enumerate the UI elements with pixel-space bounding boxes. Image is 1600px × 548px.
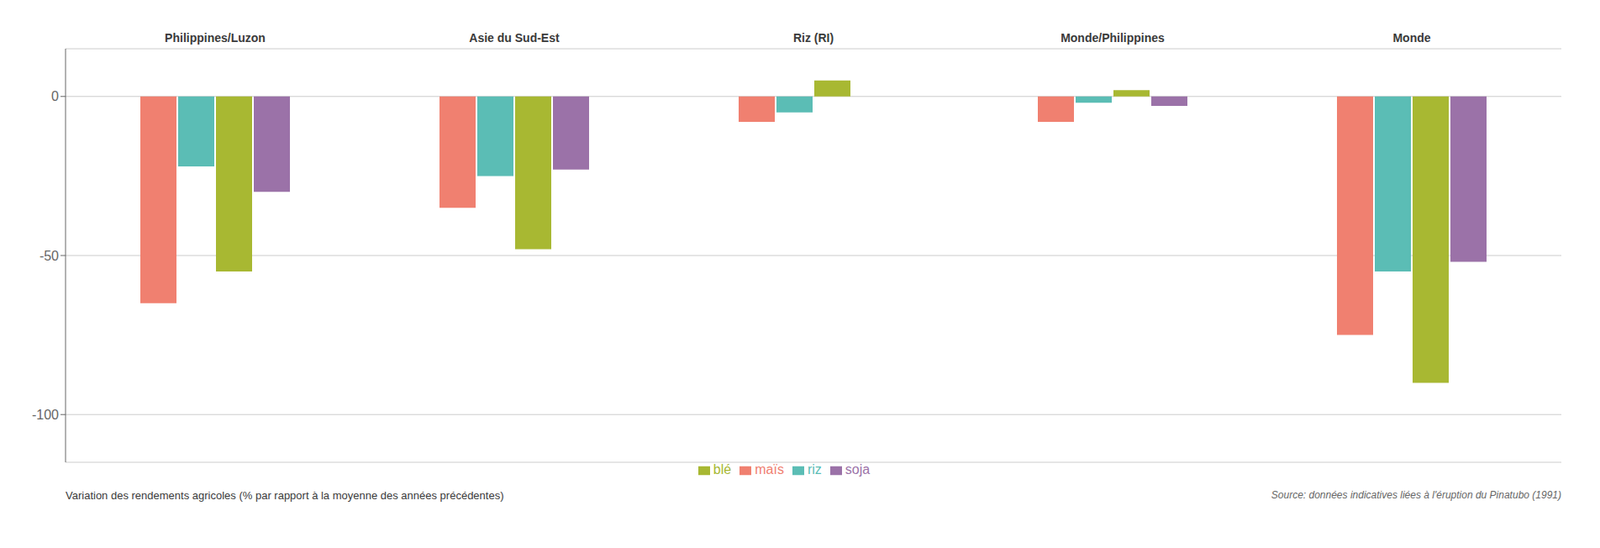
- svg-text:Monde: Monde: [1392, 31, 1431, 45]
- html-text:Source: données indicatives li: Source: données indicatives liées à l'ér…: [1271, 489, 1562, 501]
- svg-text:Riz (RI): Riz (RI): [793, 31, 834, 45]
- svg-text:0: 0: [51, 89, 59, 104]
- svg-text:Asie du Sud-Est: Asie du Sud-Est: [468, 31, 560, 45]
- html-text:riz: riz: [807, 462, 822, 477]
- html-text:Variation des rendements agric: Variation des rendements agricoles (% pa…: [65, 489, 504, 502]
- html-text:blé: blé: [713, 462, 732, 477]
- html-text:soja: soja: [845, 462, 870, 477]
- svg-text:Monde/Philippines: Monde/Philippines: [1060, 31, 1165, 45]
- html-text:maïs: maïs: [754, 462, 784, 477]
- svg-text:-50: -50: [39, 248, 59, 264]
- svg-text:Philippines/Luzon: Philippines/Luzon: [164, 31, 266, 45]
- svg-text:-100: -100: [31, 407, 59, 422]
